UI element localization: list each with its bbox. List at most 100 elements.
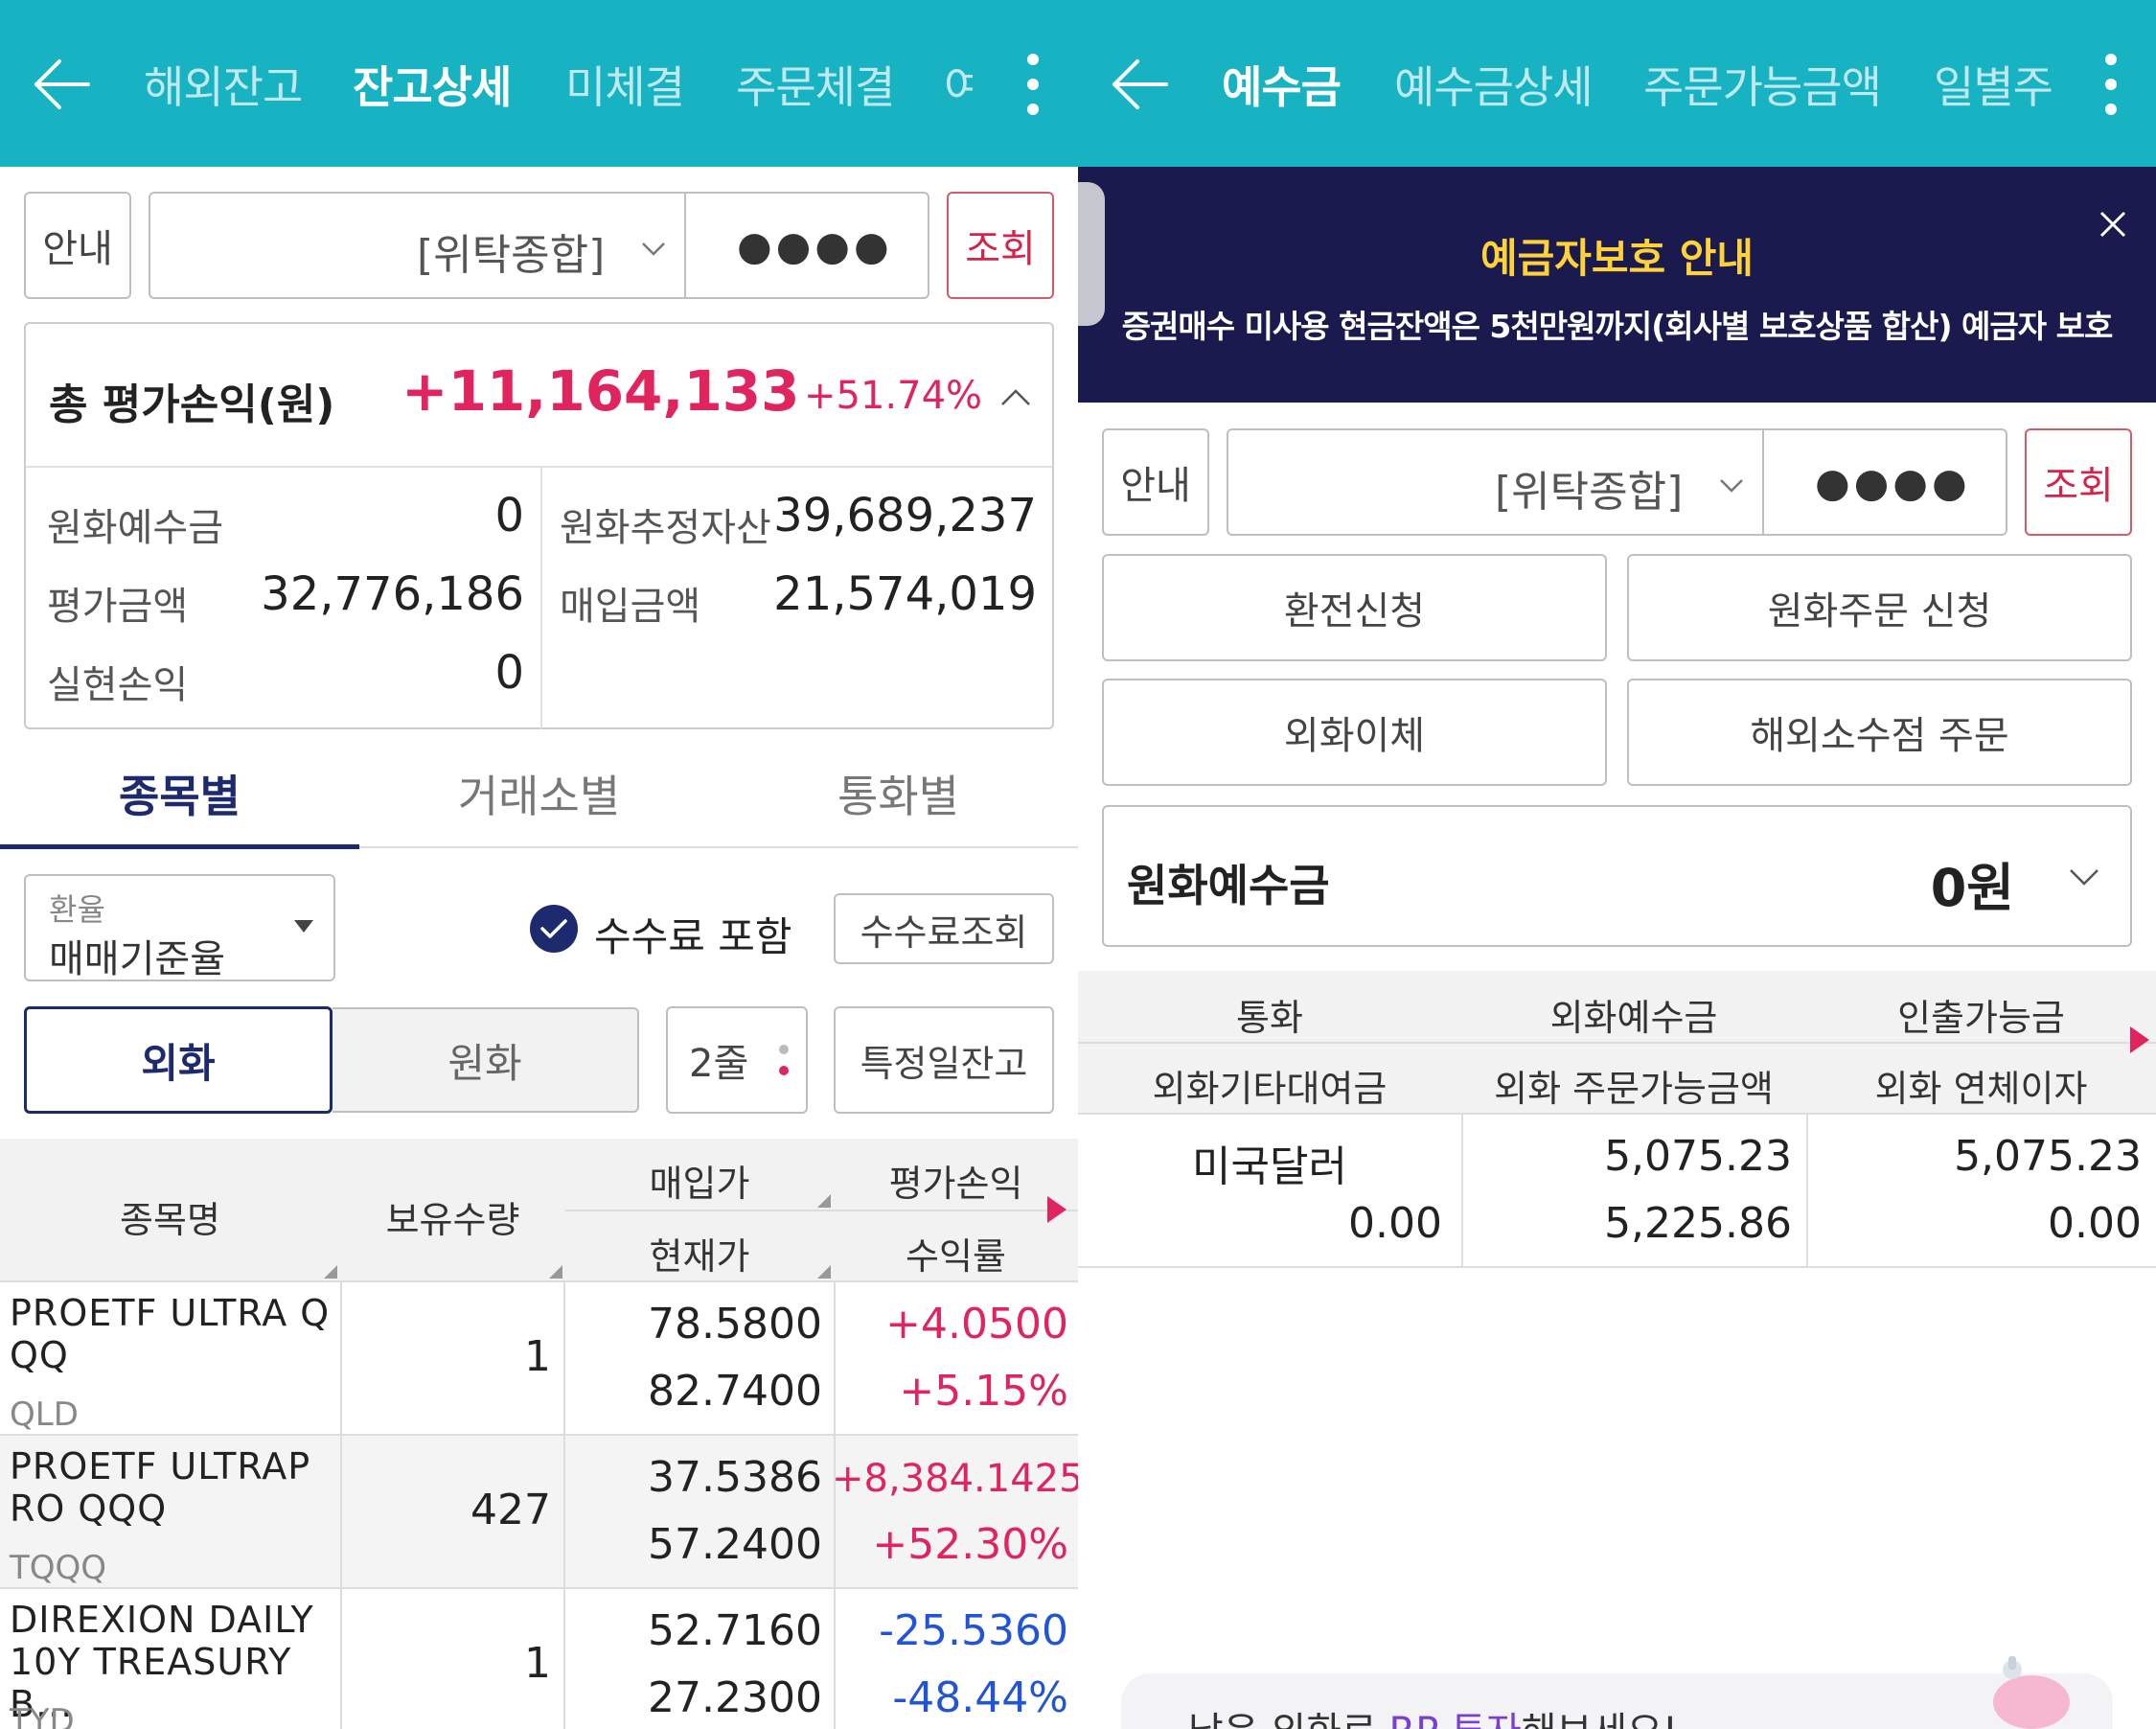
summary-divider xyxy=(540,468,542,729)
table-row[interactable]: PROETF ULTRAPRO QQQ TQQQ 427 37.5386 57.… xyxy=(0,1436,1078,1589)
buy-price: 37.5386 xyxy=(648,1453,822,1502)
col-header-fx-deposit[interactable]: 외화예수금 xyxy=(1549,997,1718,1039)
krw-deposit-dropdown[interactable]: 원화예수금 0원 xyxy=(1102,805,2132,947)
summary-header[interactable]: 총 평가손익(원) +11,164,133 +51.74% xyxy=(26,324,1052,468)
rp-investment-promo[interactable]: 남은 외화로 RP 투자해보세요! xyxy=(1121,1656,2113,1729)
piggy-bank-icon xyxy=(1993,1656,2070,1729)
krw-order-request-button[interactable]: 원화주문 신청 xyxy=(1627,554,2132,661)
realized-pl-label: 실현손익 xyxy=(47,663,189,707)
buy-price: 78.5800 xyxy=(648,1300,822,1349)
back-arrow-icon[interactable] xyxy=(27,50,96,119)
return-rate: +52.30% xyxy=(872,1520,1068,1569)
tab-orderable-amount[interactable]: 주문가능금액 xyxy=(1643,61,1882,113)
holdings-table-header: 종목명 보유수량 매입가 현재가 평가손익 수익률 xyxy=(0,1139,1078,1282)
pane-drag-handle[interactable] xyxy=(1078,182,1105,326)
current-price: 27.2300 xyxy=(648,1673,822,1722)
password-field[interactable]: ●●●● xyxy=(737,222,893,269)
col-header-fx-orderable[interactable]: 외화 주문가능금액 xyxy=(1494,1068,1774,1110)
include-fee-label[interactable]: 수수료 포함 xyxy=(594,913,792,960)
purchase-amount-label: 매입금액 xyxy=(560,585,701,629)
col-header-qty[interactable]: 보유수량 xyxy=(385,1199,520,1241)
scroll-right-caret-icon[interactable] xyxy=(2130,1026,2149,1053)
stock-name: PROETF ULTRA QQQ xyxy=(10,1292,331,1376)
top-nav-bar: 해외잔고 잔고상세 미체결 주문체결 여 xyxy=(0,0,1078,167)
fx-other-loan: 0.00 xyxy=(1348,1199,1442,1248)
fx-deposit: 5,075.23 xyxy=(1604,1132,1792,1181)
close-icon[interactable] xyxy=(2094,205,2132,243)
fx-table-header: 통화 외화예수금 인출가능금 외화기타대여금 외화 주문가능금액 외화 연체이자 xyxy=(1078,971,2156,1115)
account-type-label: [위탁종합] xyxy=(417,231,606,280)
lines-toggle-button[interactable]: 2줄 xyxy=(666,1006,808,1114)
stock-name: PROETF ULTRAPRO QQQ xyxy=(10,1445,311,1530)
info-button[interactable]: 안내 xyxy=(24,192,131,299)
currency-krw-toggle[interactable]: 원화 xyxy=(333,1007,639,1113)
query-button[interactable]: 조회 xyxy=(2025,428,2132,536)
fx-rate-select[interactable]: 환율 매매기준율 xyxy=(24,874,335,981)
eval-amount-value: 32,776,186 xyxy=(261,567,524,621)
include-fee-checkbox[interactable] xyxy=(530,905,578,953)
more-vert-icon[interactable] xyxy=(2097,50,2125,119)
fractional-order-button[interactable]: 해외소수점 주문 xyxy=(1627,679,2132,786)
krw-deposit-label: 원화예수금 xyxy=(47,506,223,550)
stock-name: DIREXION DAILY 10Y TREASURY B... xyxy=(10,1599,314,1725)
header-sub-divider xyxy=(565,1210,1078,1211)
tab-unfilled[interactable]: 미체결 xyxy=(565,61,685,113)
chevron-up-icon[interactable] xyxy=(998,380,1033,414)
table-row[interactable]: PROETF ULTRA QQQ QLD 1 78.5800 82.7400 +… xyxy=(0,1282,1078,1436)
table-row[interactable]: 미국달러 0.00 5,075.23 5,225.86 5,075.23 0.0… xyxy=(1078,1115,2156,1268)
notice-body: 증권매수 미사용 현금잔액은 5천만원까지(회사별 보호상품 합산) 예금자 보… xyxy=(1121,308,2114,345)
sub-tab-indicator xyxy=(0,844,359,849)
table-row[interactable]: DIREXION DAILY 10Y TREASURY B... TYD 1 5… xyxy=(0,1589,1078,1729)
fx-transfer-button[interactable]: 외화이체 xyxy=(1102,679,1607,786)
tab-by-stock[interactable]: 종목별 xyxy=(119,771,241,822)
sub-tab-divider xyxy=(0,846,1078,848)
dropdown-caret-icon xyxy=(294,920,313,933)
tab-order-fill[interactable]: 주문체결 xyxy=(736,61,895,113)
check-icon xyxy=(540,919,567,938)
scroll-right-caret-icon[interactable] xyxy=(1047,1196,1067,1223)
tab-overseas-balance[interactable]: 해외잔고 xyxy=(144,61,303,113)
tab-truncated[interactable]: 여 xyxy=(944,61,973,113)
total-pl-pct: +51.74% xyxy=(804,374,983,418)
query-button[interactable]: 조회 xyxy=(947,192,1054,299)
lines-label: 2줄 xyxy=(689,1042,749,1086)
tab-balance-detail[interactable]: 잔고상세 xyxy=(353,61,512,113)
more-vert-icon[interactable] xyxy=(1019,50,1047,119)
password-field[interactable]: ●●●● xyxy=(1815,459,1971,506)
krw-deposit-value: 0 xyxy=(494,489,524,542)
column-divider xyxy=(834,1282,836,1729)
col-header-fx-other-loan[interactable]: 외화기타대여금 xyxy=(1152,1068,1388,1110)
col-header-fx-overdue-interest[interactable]: 외화 연체이자 xyxy=(1874,1068,2088,1110)
col-header-pl[interactable]: 평가손익 xyxy=(888,1163,1023,1205)
chevron-down-icon xyxy=(1720,479,1743,493)
fee-query-button[interactable]: 수수료조회 xyxy=(834,893,1054,964)
total-pl-value: +11,164,133 xyxy=(401,358,800,424)
specific-date-balance-button[interactable]: 특정일잔고 xyxy=(834,1006,1054,1114)
promo-text: 남은 외화로 RP 투자해보세요! xyxy=(1188,1700,1678,1729)
header-sub-divider xyxy=(1078,1042,2156,1044)
krw-deposit-label: 원화예수금 xyxy=(1127,860,1330,911)
tab-deposit-detail[interactable]: 예수금상세 xyxy=(1394,61,1594,113)
tab-daily[interactable]: 일별주 xyxy=(1934,61,2053,113)
col-header-currency[interactable]: 통화 xyxy=(1236,997,1303,1039)
tab-by-currency[interactable]: 통화별 xyxy=(837,771,959,822)
column-divider xyxy=(563,1282,565,1729)
col-header-buy-price[interactable]: 매입가 xyxy=(649,1163,750,1205)
eval-pl: -25.5360 xyxy=(879,1606,1068,1655)
col-header-name[interactable]: 종목명 xyxy=(120,1199,220,1241)
back-arrow-icon[interactable] xyxy=(1105,50,1174,119)
tab-deposit[interactable]: 예수금 xyxy=(1222,61,1342,113)
account-selector[interactable]: [위탁종합] ●●●● xyxy=(1227,428,2007,536)
sort-icon xyxy=(549,1265,562,1279)
currency-foreign-toggle[interactable]: 외화 xyxy=(24,1006,333,1114)
col-header-return[interactable]: 수익률 xyxy=(906,1235,1006,1278)
col-header-current-price[interactable]: 현재가 xyxy=(649,1235,750,1278)
buy-price: 52.7160 xyxy=(648,1606,822,1655)
exchange-request-button[interactable]: 환전신청 xyxy=(1102,554,1607,661)
tab-by-exchange[interactable]: 거래소별 xyxy=(457,771,621,822)
account-selector[interactable]: [위탁종합] ●●●● xyxy=(149,192,929,299)
realized-pl-value: 0 xyxy=(494,646,524,700)
account-divider xyxy=(684,194,686,297)
info-button[interactable]: 안내 xyxy=(1102,428,1209,536)
col-header-withdrawable[interactable]: 인출가능금 xyxy=(1897,997,2065,1039)
